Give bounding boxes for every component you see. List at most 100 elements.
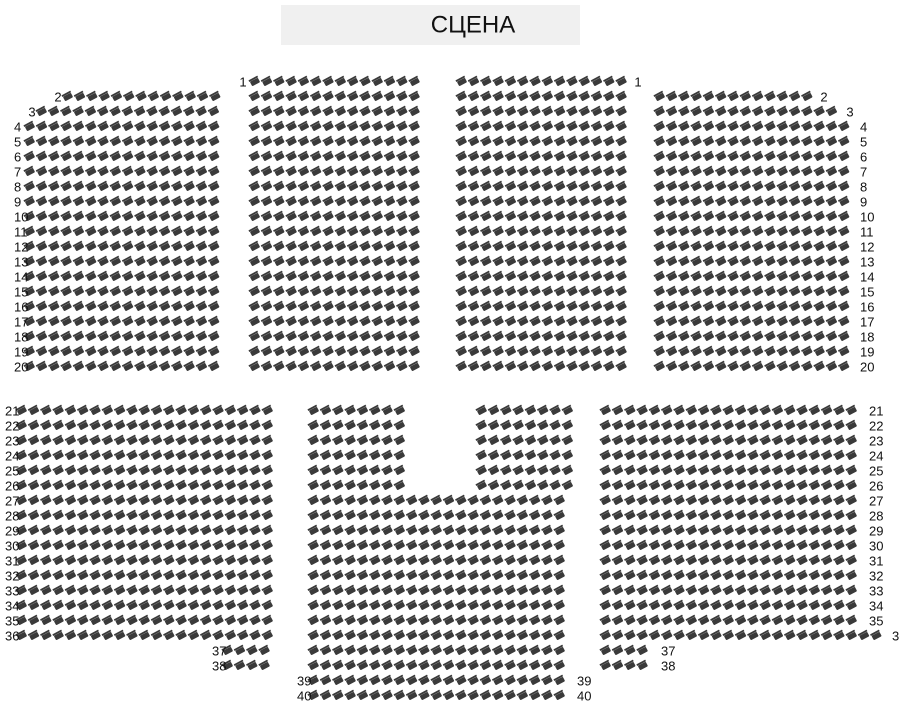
seat[interactable] bbox=[371, 285, 383, 297]
seat[interactable] bbox=[52, 449, 64, 461]
seat[interactable] bbox=[690, 195, 702, 207]
seat[interactable] bbox=[578, 255, 590, 267]
seat[interactable] bbox=[690, 285, 702, 297]
seat[interactable] bbox=[541, 105, 554, 117]
seat[interactable] bbox=[512, 434, 524, 446]
seat[interactable] bbox=[648, 419, 661, 431]
seat[interactable] bbox=[171, 210, 183, 222]
seat[interactable] bbox=[561, 449, 574, 461]
seat[interactable] bbox=[109, 240, 122, 252]
seat[interactable] bbox=[599, 449, 611, 461]
seat[interactable] bbox=[492, 135, 504, 147]
seat[interactable] bbox=[660, 419, 673, 431]
seat[interactable] bbox=[678, 315, 690, 327]
seat[interactable] bbox=[297, 165, 310, 177]
seat[interactable] bbox=[541, 360, 554, 372]
seat[interactable] bbox=[110, 90, 123, 102]
seat[interactable] bbox=[678, 270, 690, 282]
seat[interactable] bbox=[381, 434, 393, 446]
seat[interactable] bbox=[273, 75, 285, 87]
seat[interactable] bbox=[15, 494, 27, 506]
seat[interactable] bbox=[408, 150, 420, 162]
seat[interactable] bbox=[23, 255, 35, 267]
seat[interactable] bbox=[224, 479, 237, 491]
seat[interactable] bbox=[371, 345, 383, 357]
seat[interactable] bbox=[845, 479, 857, 491]
seat[interactable] bbox=[714, 165, 727, 177]
seat[interactable] bbox=[35, 300, 48, 312]
seat[interactable] bbox=[660, 479, 673, 491]
seat[interactable] bbox=[480, 120, 492, 132]
seat[interactable] bbox=[297, 225, 310, 237]
seat[interactable] bbox=[297, 240, 310, 252]
seat[interactable] bbox=[578, 300, 590, 312]
seat[interactable] bbox=[158, 345, 171, 357]
seat[interactable] bbox=[171, 150, 183, 162]
seat[interactable] bbox=[371, 180, 383, 192]
seat[interactable] bbox=[467, 345, 480, 357]
seat[interactable] bbox=[260, 180, 273, 192]
seat[interactable] bbox=[383, 225, 396, 237]
seat[interactable] bbox=[504, 225, 517, 237]
seat[interactable] bbox=[480, 330, 492, 342]
seat[interactable] bbox=[801, 210, 813, 222]
seat[interactable] bbox=[359, 195, 371, 207]
seat[interactable] bbox=[653, 135, 665, 147]
seat[interactable] bbox=[801, 240, 813, 252]
seat[interactable] bbox=[224, 404, 237, 416]
seat[interactable] bbox=[516, 120, 529, 132]
seat[interactable] bbox=[710, 434, 722, 446]
seat[interactable] bbox=[146, 150, 158, 162]
seat[interactable] bbox=[322, 150, 334, 162]
seat[interactable] bbox=[371, 360, 383, 372]
seat[interactable] bbox=[603, 225, 615, 237]
seat[interactable] bbox=[599, 509, 611, 521]
seat[interactable] bbox=[23, 300, 35, 312]
seat[interactable] bbox=[297, 105, 310, 117]
seat[interactable] bbox=[673, 494, 685, 506]
seat[interactable] bbox=[84, 150, 97, 162]
seat[interactable] bbox=[455, 210, 467, 222]
seat[interactable] bbox=[383, 165, 396, 177]
seat[interactable] bbox=[541, 255, 554, 267]
seat[interactable] bbox=[334, 270, 347, 282]
seat[interactable] bbox=[260, 195, 273, 207]
seat[interactable] bbox=[512, 449, 524, 461]
seat[interactable] bbox=[408, 285, 420, 297]
seat[interactable] bbox=[158, 210, 171, 222]
seat[interactable] bbox=[171, 285, 183, 297]
seat[interactable] bbox=[163, 449, 175, 461]
seat[interactable] bbox=[590, 105, 603, 117]
seat[interactable] bbox=[665, 90, 678, 102]
seat[interactable] bbox=[536, 419, 549, 431]
seat[interactable] bbox=[150, 494, 163, 506]
seat[interactable] bbox=[702, 105, 715, 117]
seat[interactable] bbox=[212, 509, 224, 521]
seat[interactable] bbox=[121, 330, 134, 342]
seat[interactable] bbox=[541, 285, 554, 297]
seat[interactable] bbox=[332, 404, 344, 416]
seat[interactable] bbox=[138, 464, 150, 476]
seat[interactable] bbox=[60, 300, 72, 312]
seat[interactable] bbox=[73, 90, 86, 102]
seat[interactable] bbox=[455, 330, 467, 342]
seat[interactable] bbox=[146, 120, 158, 132]
seat[interactable] bbox=[199, 479, 212, 491]
seat[interactable] bbox=[248, 150, 260, 162]
seat[interactable] bbox=[35, 165, 48, 177]
seat[interactable] bbox=[322, 255, 334, 267]
seat[interactable] bbox=[801, 225, 813, 237]
seat[interactable] bbox=[371, 315, 383, 327]
seat[interactable] bbox=[541, 195, 554, 207]
seat[interactable] bbox=[393, 464, 406, 476]
seat[interactable] bbox=[260, 150, 273, 162]
seat[interactable] bbox=[480, 105, 492, 117]
seat[interactable] bbox=[714, 150, 727, 162]
seat[interactable] bbox=[27, 449, 40, 461]
seat[interactable] bbox=[40, 494, 52, 506]
seat[interactable] bbox=[40, 434, 52, 446]
seat[interactable] bbox=[248, 135, 260, 147]
seat[interactable] bbox=[690, 135, 702, 147]
seat[interactable] bbox=[603, 75, 615, 87]
seat[interactable] bbox=[678, 90, 690, 102]
